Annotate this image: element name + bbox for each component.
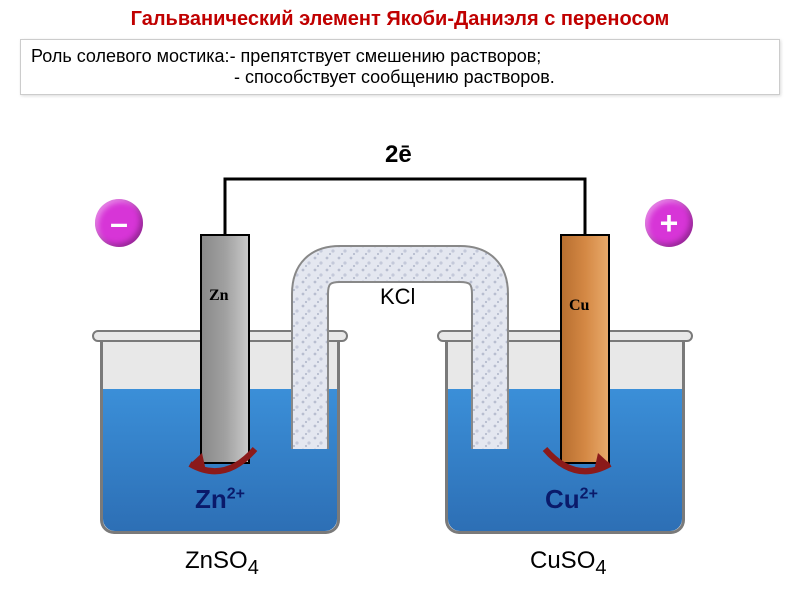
diagram: 2ē – + KCl Zn Cu [0,99,800,589]
cu-electrode-label: Cu [569,297,589,315]
cuso4-text: CuSO [530,547,595,574]
znso4-sub: 4 [248,557,259,579]
zn-electrode-label: Zn [209,287,229,305]
zn-ion-label: Zn2+ [195,484,245,515]
salt-bridge [0,99,800,589]
zn-ion-text: Zn [195,484,227,514]
znso4-label: ZnSO4 [185,547,259,580]
bridge-text: KCl [380,284,415,309]
subtitle-text-2: - способствует сообщению растворов. [234,67,555,88]
title-text: Гальванический элемент Якоби-Даниэля с п… [131,8,670,30]
cu-ion-label: Cu2+ [545,484,598,515]
subtitle-box: Роль солевого мостика: - препятствует см… [20,39,780,95]
subtitle-prefix: Роль солевого мостика: [31,46,230,67]
bridge-label: KCl [380,284,415,310]
subtitle-line-1: Роль солевого мостика: - препятствует см… [31,46,769,67]
cuso4-label: CuSO4 [530,547,606,580]
subtitle-text-1: - препятствует смешению растворов; [230,46,542,67]
cu-ion-text: Cu [545,484,580,514]
cu-ion-sup: 2+ [580,485,598,502]
cu-label-text: Cu [569,297,589,314]
znso4-text: ZnSO [185,547,248,574]
zn-ion-sup: 2+ [227,485,245,502]
zn-label-text: Zn [209,287,229,304]
cuso4-sub: 4 [595,557,606,579]
page-title: Гальванический элемент Якоби-Даниэля с п… [0,0,800,35]
subtitle-line-2: - способствует сообщению растворов. [31,67,769,88]
